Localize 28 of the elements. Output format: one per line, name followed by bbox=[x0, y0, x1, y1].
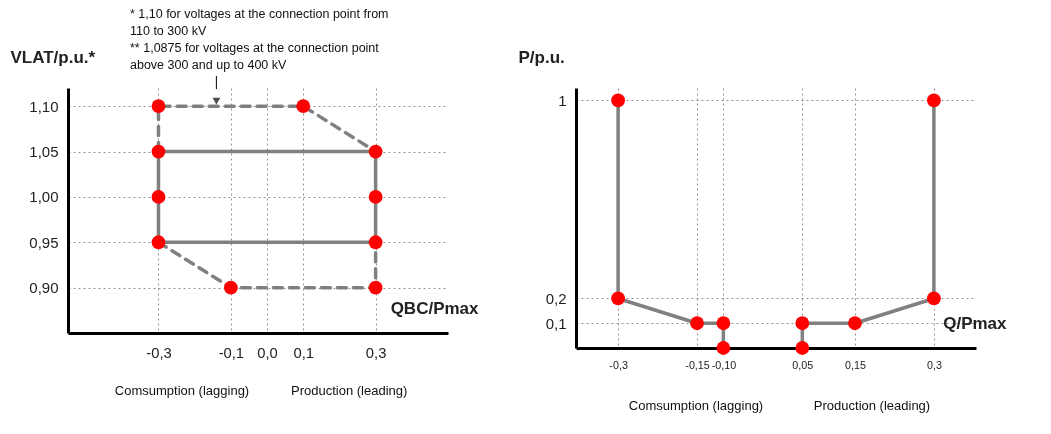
x-tick-label: -0,15 bbox=[685, 358, 710, 371]
x-tick-label: 0,1 bbox=[293, 344, 314, 361]
y-tick-label: 0,90 bbox=[29, 279, 59, 297]
y-tick-label: 0,1 bbox=[545, 314, 567, 332]
annotation: * 1,10 for voltages at the connection point from 110 to 300 kV ** 1,0875 for voltages at the connection point above 300 and up to 400 kV bbox=[130, 7, 389, 72]
x-tick-label: -0,10 bbox=[711, 358, 737, 371]
y-tick-label: 0,2 bbox=[545, 289, 567, 307]
y-tick-label: 1,05 bbox=[29, 143, 59, 161]
text: Comsumption (lagging) bbox=[114, 383, 250, 398]
y-tick-label: 1 bbox=[558, 91, 567, 109]
text: Comsumption (lagging) bbox=[628, 398, 764, 413]
x-tick-label: -0,1 bbox=[218, 344, 245, 361]
x-tick-label: -0,3 bbox=[146, 344, 172, 361]
x-axis-title: QBC/Pmax bbox=[390, 298, 480, 318]
x-axis-title: Q/Pmax bbox=[943, 313, 1008, 333]
y-axis-title: VLAT/p.u.* bbox=[10, 47, 96, 67]
x-tick-label: 0,3 bbox=[365, 344, 387, 361]
x-tick-label: 0,0 bbox=[257, 344, 278, 361]
y-axis-title: P/p.u. bbox=[518, 47, 565, 67]
y-tick-label: 1,10 bbox=[29, 97, 59, 115]
x-tick-label: 0,3 bbox=[926, 358, 942, 371]
text: Production (leading) bbox=[813, 398, 931, 413]
y-tick-label: 0,95 bbox=[29, 233, 59, 251]
x-tick-label: 0,15 bbox=[844, 358, 866, 371]
text: Production (leading) bbox=[291, 383, 408, 398]
x-tick-label: 0,05 bbox=[792, 358, 814, 371]
x-tick-label: -0,3 bbox=[609, 358, 628, 371]
y-tick-label: 1,00 bbox=[29, 188, 59, 206]
